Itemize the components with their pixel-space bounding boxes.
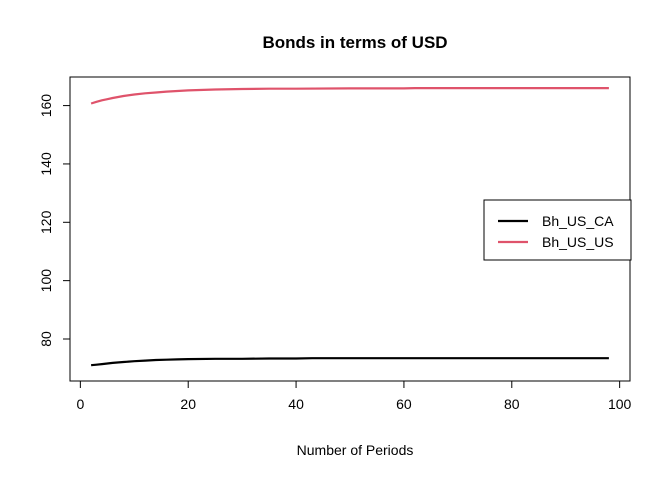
chart-title: Bonds in terms of USD: [262, 33, 447, 52]
y-tick-label: 80: [38, 331, 54, 347]
legend-entry-label: Bh_US_US: [542, 234, 614, 250]
y-axis: 80 100 120 140 160: [38, 94, 71, 347]
y-tick-label: 120: [38, 210, 54, 234]
series-line-bh-us-us: [90, 86, 609, 105]
x-tick-label: 0: [76, 396, 84, 412]
x-tick-label: 60: [396, 396, 412, 412]
x-tick-label: 80: [504, 396, 520, 412]
x-tick-label: 40: [288, 396, 304, 412]
x-tick-label: 20: [180, 396, 196, 412]
y-tick-label: 140: [38, 152, 54, 176]
y-tick-label: 160: [38, 94, 54, 118]
series-line-bh-us-ca: [90, 357, 609, 367]
legend-entry-label: Bh_US_CA: [542, 213, 614, 229]
legend-box: [483, 199, 632, 261]
x-tick-label: 100: [608, 396, 632, 412]
x-axis: 0 20 40 60 80 100: [76, 380, 632, 412]
legend: Bh_US_CA Bh_US_US: [483, 199, 632, 261]
series-lines: [90, 86, 609, 367]
x-axis-label: Number of Periods: [297, 442, 414, 458]
y-tick-label: 100: [38, 269, 54, 293]
